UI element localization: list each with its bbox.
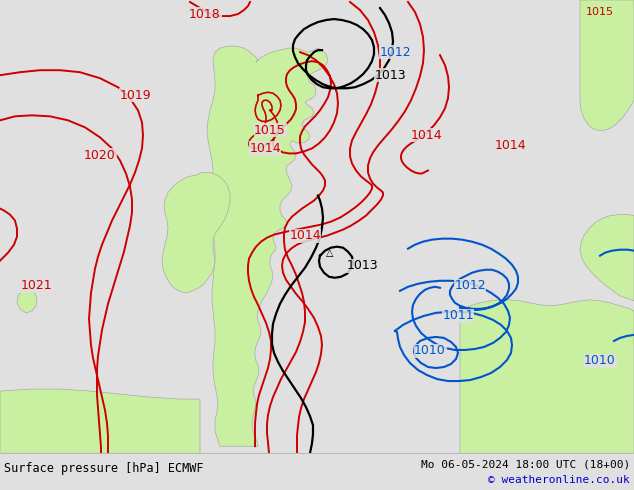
Text: 1012: 1012 — [454, 279, 486, 293]
Polygon shape — [17, 290, 37, 313]
Text: 1010: 1010 — [584, 354, 616, 368]
Text: 1013: 1013 — [346, 259, 378, 272]
Text: 1014: 1014 — [249, 142, 281, 155]
Polygon shape — [207, 46, 328, 446]
Text: 1015: 1015 — [254, 124, 286, 137]
Polygon shape — [460, 300, 634, 453]
Polygon shape — [580, 0, 634, 130]
Text: 1014: 1014 — [494, 139, 526, 152]
Text: 1014: 1014 — [410, 129, 442, 142]
Text: 1020: 1020 — [84, 149, 116, 162]
Text: 1012: 1012 — [379, 46, 411, 59]
Text: © weatheronline.co.uk: © weatheronline.co.uk — [488, 475, 630, 485]
Text: 1010: 1010 — [414, 344, 446, 358]
Text: Mo 06-05-2024 18:00 UTC (18+00): Mo 06-05-2024 18:00 UTC (18+00) — [421, 459, 630, 469]
Text: 1019: 1019 — [119, 89, 151, 102]
Text: 1015: 1015 — [586, 7, 614, 17]
Text: 1014: 1014 — [289, 229, 321, 242]
Text: 1013: 1013 — [374, 69, 406, 82]
Text: 1011: 1011 — [442, 309, 474, 322]
Polygon shape — [580, 215, 634, 301]
Polygon shape — [0, 389, 200, 453]
Polygon shape — [162, 172, 230, 293]
Text: 1018: 1018 — [189, 7, 221, 21]
Text: 1021: 1021 — [20, 279, 52, 293]
Text: Surface pressure [hPa] ECMWF: Surface pressure [hPa] ECMWF — [4, 462, 204, 475]
Text: △: △ — [327, 248, 333, 258]
